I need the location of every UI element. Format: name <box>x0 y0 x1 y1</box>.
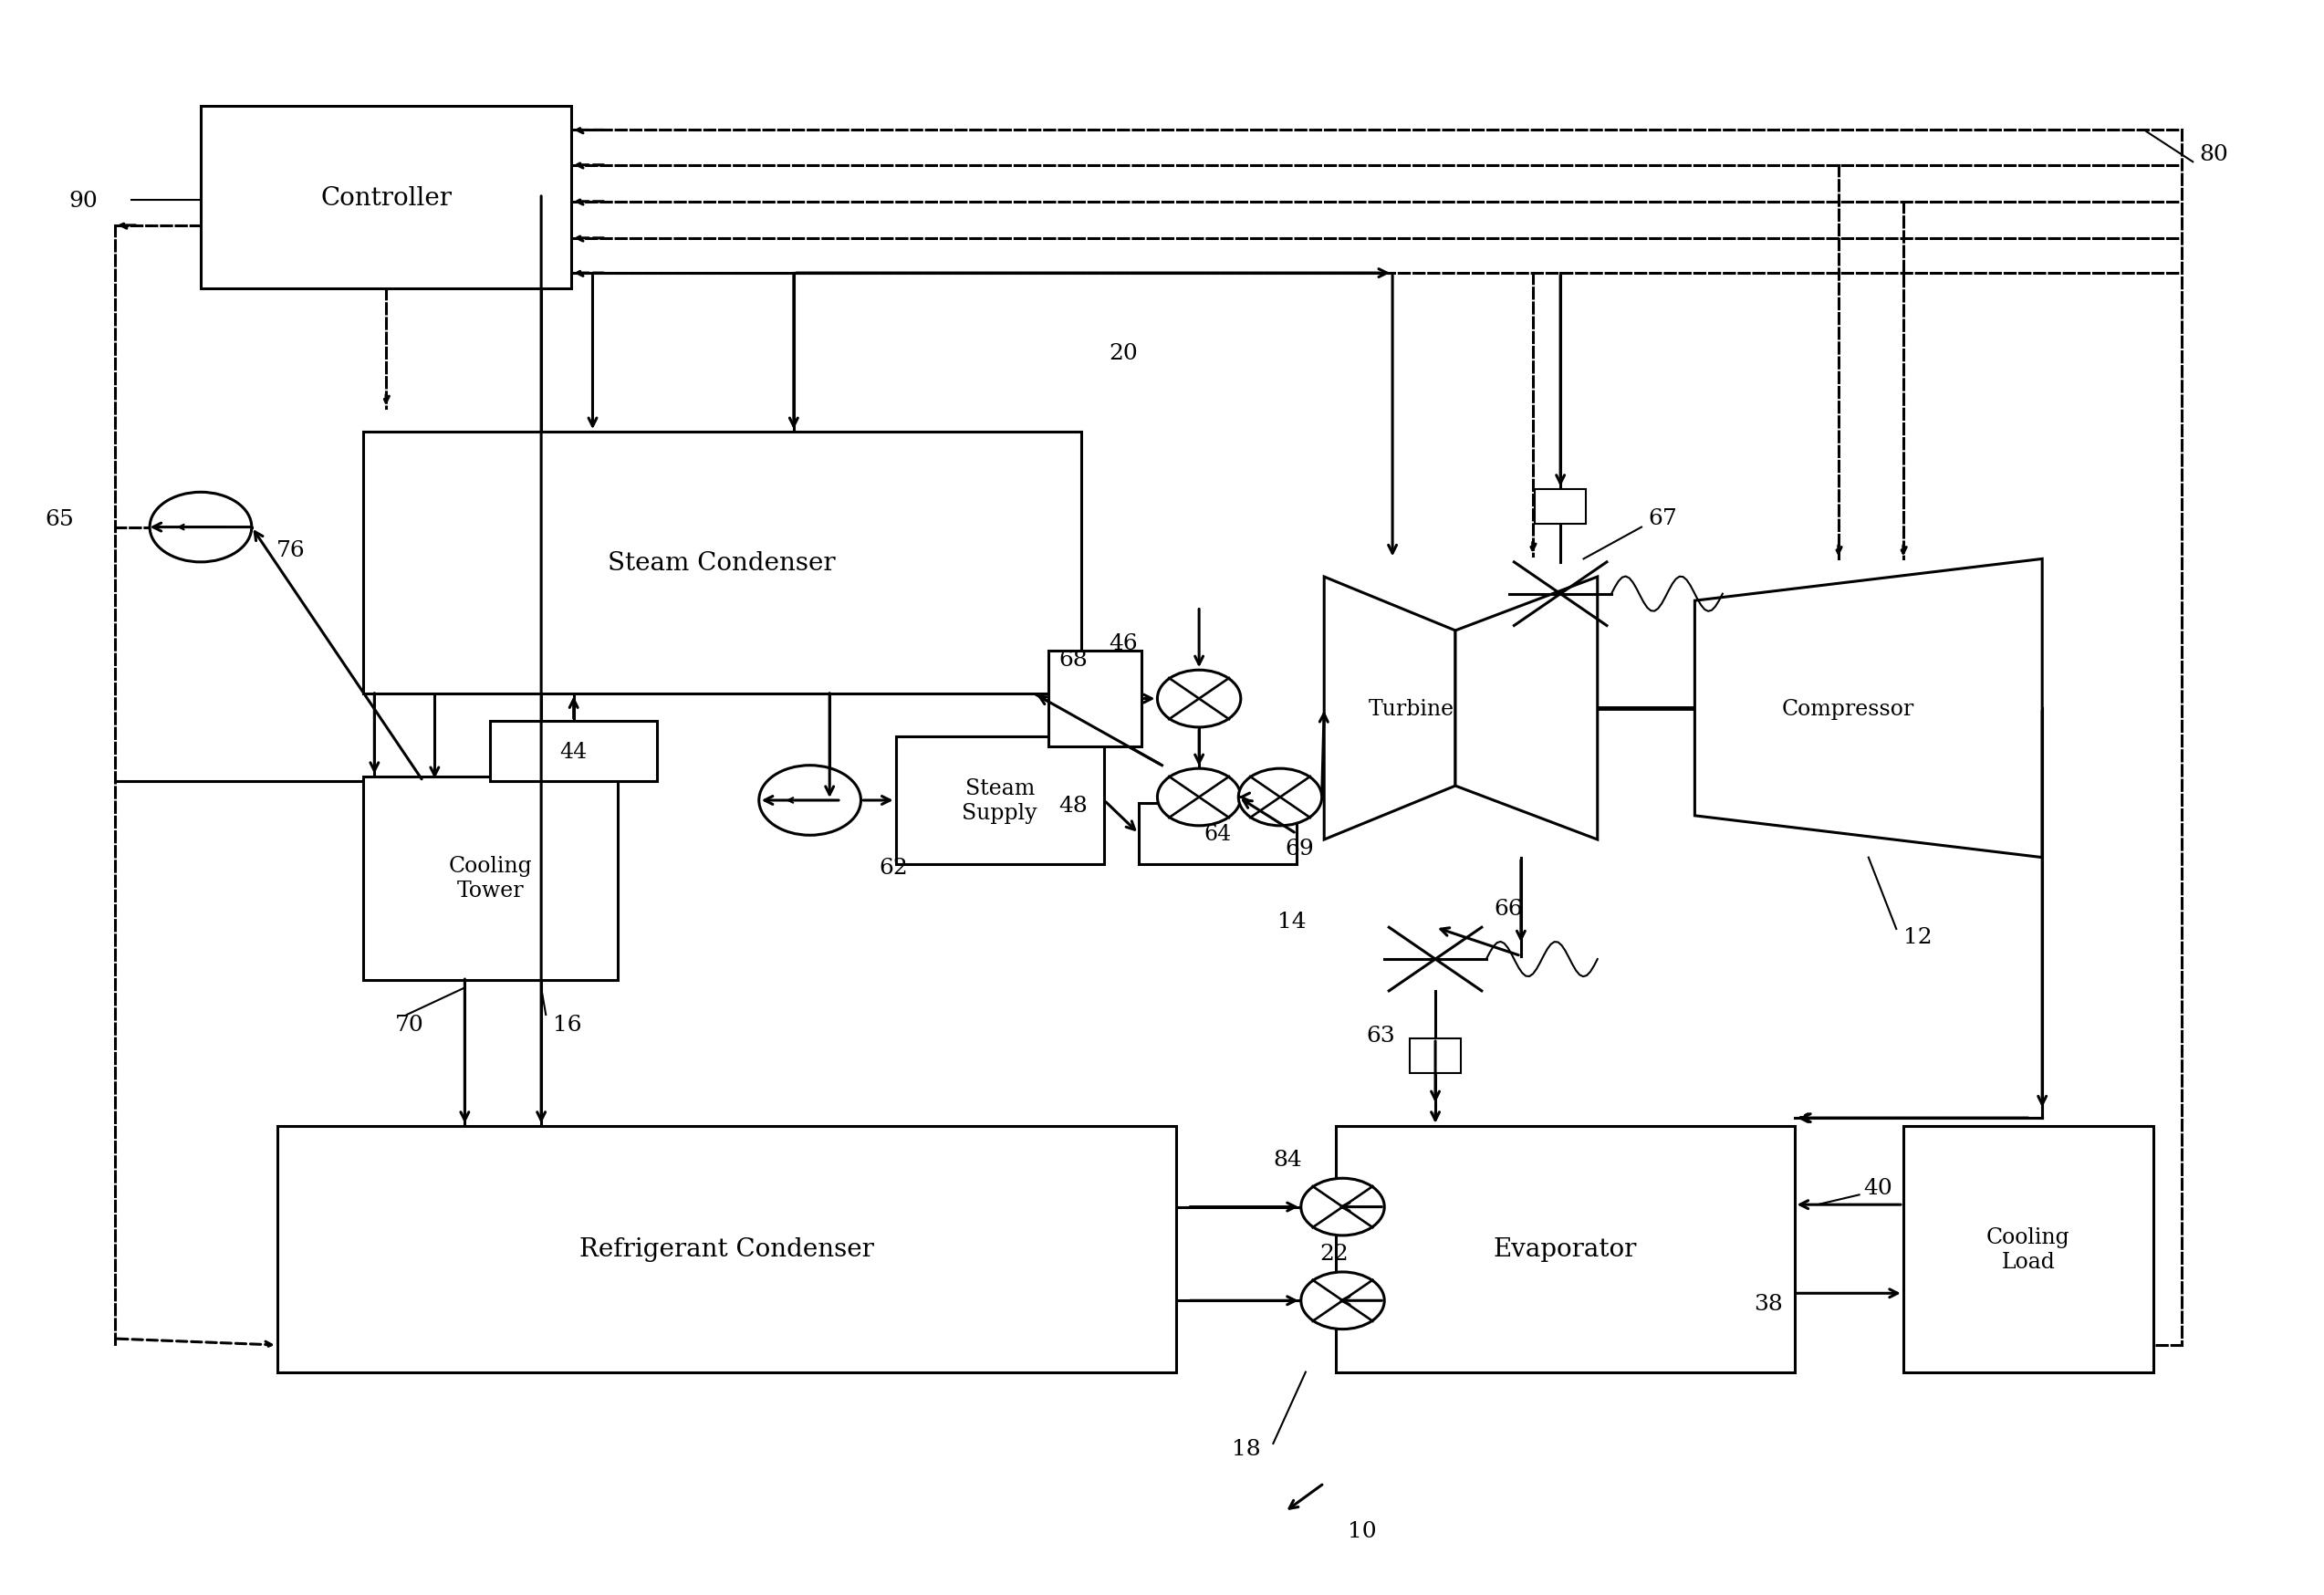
Text: 62: 62 <box>878 857 909 877</box>
Text: 48: 48 <box>1060 794 1088 817</box>
Text: 69: 69 <box>1285 837 1313 858</box>
Bar <box>1903 1126 2154 1372</box>
Text: 10: 10 <box>1348 1520 1376 1541</box>
Circle shape <box>1239 769 1322 826</box>
Bar <box>1534 490 1585 525</box>
Text: 16: 16 <box>553 1014 581 1035</box>
Polygon shape <box>1325 577 1455 841</box>
Text: 40: 40 <box>1864 1177 1892 1198</box>
Text: 38: 38 <box>1755 1294 1783 1314</box>
Text: Controller: Controller <box>321 187 451 211</box>
Text: Cooling
Load: Cooling Load <box>1987 1227 2071 1271</box>
Text: Cooling
Tower: Cooling Tower <box>449 857 532 901</box>
Text: 14: 14 <box>1278 911 1306 931</box>
Bar <box>490 721 658 782</box>
Text: Refrigerant Condenser: Refrigerant Condenser <box>579 1236 874 1262</box>
Text: 70: 70 <box>395 1014 425 1035</box>
Bar <box>363 432 1081 694</box>
Text: Turbine: Turbine <box>1369 699 1455 719</box>
Bar <box>200 107 572 290</box>
Bar <box>277 1126 1176 1372</box>
Text: Evaporator: Evaporator <box>1494 1236 1636 1262</box>
Text: Steam Condenser: Steam Condenser <box>609 550 837 576</box>
Bar <box>895 737 1104 864</box>
Text: 68: 68 <box>1060 649 1088 670</box>
Text: 46: 46 <box>1109 633 1139 654</box>
Circle shape <box>1301 1179 1385 1236</box>
Text: 76: 76 <box>277 539 304 561</box>
Text: 44: 44 <box>560 742 588 762</box>
Circle shape <box>149 493 251 563</box>
Text: 64: 64 <box>1204 823 1232 844</box>
Text: 63: 63 <box>1367 1026 1394 1046</box>
Circle shape <box>1157 769 1241 826</box>
Text: 20: 20 <box>1109 343 1139 364</box>
Text: 84: 84 <box>1274 1148 1301 1169</box>
Circle shape <box>760 766 860 836</box>
Bar <box>1336 1126 1794 1372</box>
Polygon shape <box>1694 560 2043 858</box>
Circle shape <box>1157 670 1241 727</box>
Text: 66: 66 <box>1494 898 1522 919</box>
Bar <box>1048 651 1141 746</box>
Text: 67: 67 <box>1648 507 1678 528</box>
Text: 90: 90 <box>70 190 98 211</box>
Text: 18: 18 <box>1232 1437 1260 1459</box>
Polygon shape <box>1455 577 1597 841</box>
Bar <box>363 777 618 979</box>
Text: Steam
Supply: Steam Supply <box>962 778 1037 823</box>
Text: Compressor: Compressor <box>1783 699 1915 719</box>
Text: 80: 80 <box>2201 144 2229 166</box>
Bar <box>1139 804 1297 864</box>
Text: 22: 22 <box>1320 1243 1348 1263</box>
Text: 12: 12 <box>1903 927 1931 947</box>
Text: 65: 65 <box>46 509 74 530</box>
Bar <box>1411 1038 1462 1073</box>
Circle shape <box>1301 1273 1385 1329</box>
